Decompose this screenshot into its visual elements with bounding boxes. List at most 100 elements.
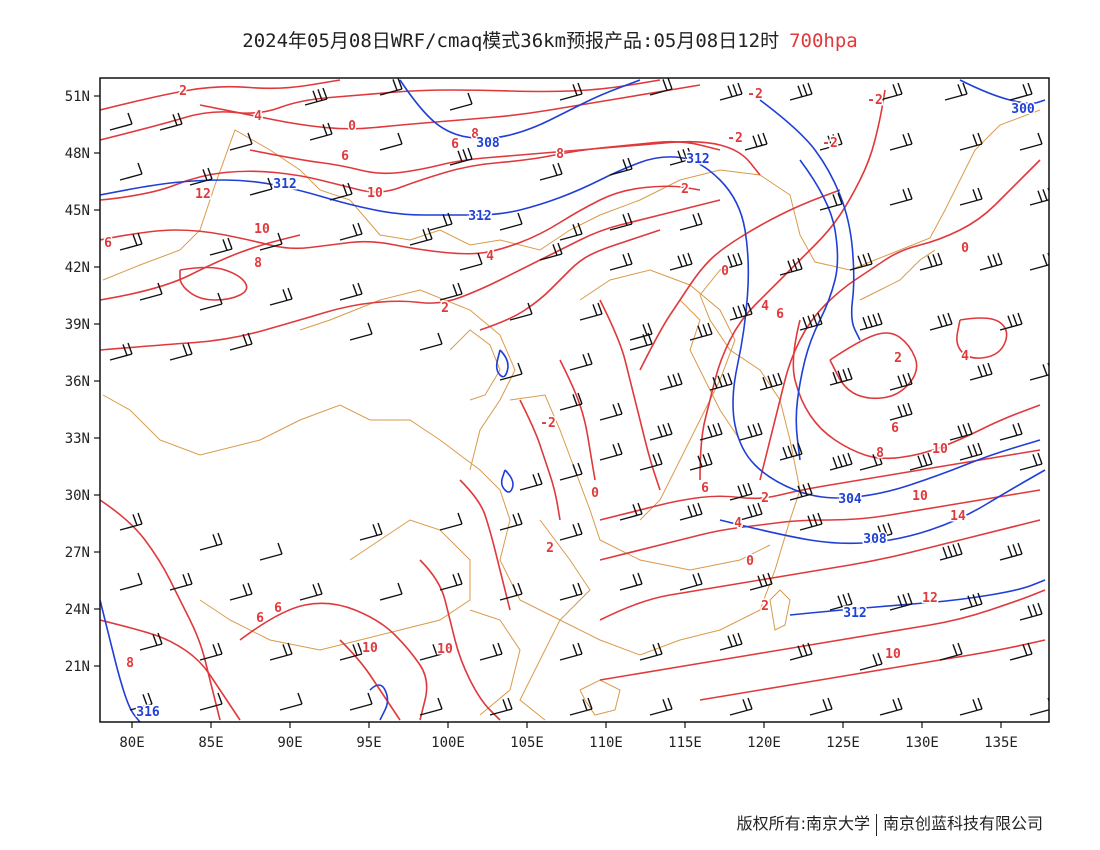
wind-barb <box>249 177 273 196</box>
wind-barb <box>799 312 823 331</box>
wind-barb <box>429 212 453 231</box>
wind-barb <box>419 697 443 716</box>
temperature-label: -2 <box>540 416 556 431</box>
temperature-contour <box>459 479 511 611</box>
temperature-contour <box>249 140 761 176</box>
copyright-right: 南京创蓝科技有限公司 <box>882 814 1043 833</box>
wind-barb <box>889 592 913 611</box>
wind-barb <box>129 692 153 711</box>
wind-barb <box>139 282 163 301</box>
wind-barb <box>999 422 1023 441</box>
wind-barb <box>569 352 593 371</box>
wind-barbs <box>109 78 1049 716</box>
temperature-contour <box>956 317 1008 359</box>
wind-barb <box>669 252 693 271</box>
wind-barb <box>759 372 783 391</box>
temperature-label: 14 <box>950 509 966 524</box>
wind-barb <box>819 192 843 211</box>
wind-barb <box>559 392 583 411</box>
wind-barb <box>919 252 943 271</box>
lat-tick-label: 24N <box>65 602 90 618</box>
wind-barb <box>379 582 403 601</box>
wind-barb <box>229 332 253 351</box>
temperature-contour <box>519 399 561 521</box>
wind-barb <box>959 592 983 611</box>
boundary-line <box>299 289 516 471</box>
temperature-label: -2 <box>727 131 743 146</box>
wind-barb <box>719 632 743 651</box>
height-contour <box>719 469 1046 545</box>
wind-barb <box>499 362 523 381</box>
lat-tick-label: 30N <box>65 488 90 504</box>
temperature-contour <box>639 189 841 371</box>
temperature-label: 2 <box>179 84 187 99</box>
wind-barb <box>269 642 293 661</box>
wind-barb <box>699 422 723 441</box>
boundary-line <box>859 249 936 301</box>
wind-barb <box>829 452 853 471</box>
temperature-label: 2 <box>546 541 554 556</box>
wind-barb <box>779 442 803 461</box>
wind-barb <box>449 92 473 111</box>
temperature-label: 2 <box>441 301 449 316</box>
temperature-label: 0 <box>721 264 729 279</box>
height-contour <box>959 79 1046 105</box>
wind-barb <box>709 372 733 391</box>
wind-barb <box>109 342 133 361</box>
wind-barb <box>339 642 363 661</box>
latitude-axis: 51N 48N 45N 42N 39N 36N 33N 30N 27N 24N 21N <box>65 89 100 675</box>
wind-barb <box>459 252 483 271</box>
boundary-line <box>519 519 591 721</box>
temperature-contour <box>599 589 1046 681</box>
wind-barb <box>639 452 663 471</box>
height-label: 300 <box>1011 102 1035 117</box>
temperature-label: 2 <box>761 599 769 614</box>
wind-barb <box>359 522 383 541</box>
lon-tick-label: 85E <box>198 735 223 751</box>
height-contour <box>495 349 509 378</box>
wind-barb <box>949 422 973 441</box>
copyright-footer: 版权所有:南京大学 南京创蓝科技有限公司 <box>737 810 1043 836</box>
wind-barb <box>799 512 823 531</box>
wind-barb <box>959 132 983 151</box>
wind-barb <box>119 572 143 591</box>
boundary-line <box>769 589 791 631</box>
temperature-label: 10 <box>885 647 901 662</box>
temperature-contour <box>699 639 1046 701</box>
temperature-label: 4 <box>761 299 769 314</box>
wind-barb <box>379 132 403 151</box>
wind-barb <box>729 697 753 716</box>
temperature-label: 2 <box>894 351 902 366</box>
lon-tick-label: 135E <box>984 735 1018 751</box>
temperature-contour <box>829 332 918 400</box>
wind-barb <box>959 442 983 461</box>
lon-tick-label: 110E <box>589 735 623 751</box>
temperature-contour <box>199 84 701 130</box>
wind-barb <box>649 422 673 441</box>
lon-tick-label: 95E <box>356 735 381 751</box>
boundary-line <box>579 269 736 521</box>
boundary-line <box>679 299 741 441</box>
wind-barb <box>449 147 473 166</box>
wind-barb <box>649 78 673 96</box>
wind-barb <box>119 512 143 531</box>
temperature-label: 10 <box>912 489 928 504</box>
wind-barb <box>779 257 803 276</box>
lat-tick-label: 42N <box>65 260 90 276</box>
temperature-label: 4 <box>486 249 494 264</box>
wind-barb <box>349 322 373 341</box>
wind-barb <box>439 572 463 591</box>
temperature-label: 10 <box>254 222 270 237</box>
wind-barb <box>959 187 983 206</box>
temperature-label: 2 <box>681 182 689 197</box>
wind-barb <box>119 162 143 181</box>
height-label: 304 <box>838 492 862 507</box>
temperature-label: 8 <box>876 446 884 461</box>
temperature-label: 6 <box>451 137 459 152</box>
temperature-contour <box>179 266 248 301</box>
height-label: 308 <box>863 532 887 547</box>
wind-barb <box>349 692 373 711</box>
lon-tick-label: 125E <box>826 735 860 751</box>
wind-barb <box>619 572 643 591</box>
wind-barb <box>849 252 873 271</box>
